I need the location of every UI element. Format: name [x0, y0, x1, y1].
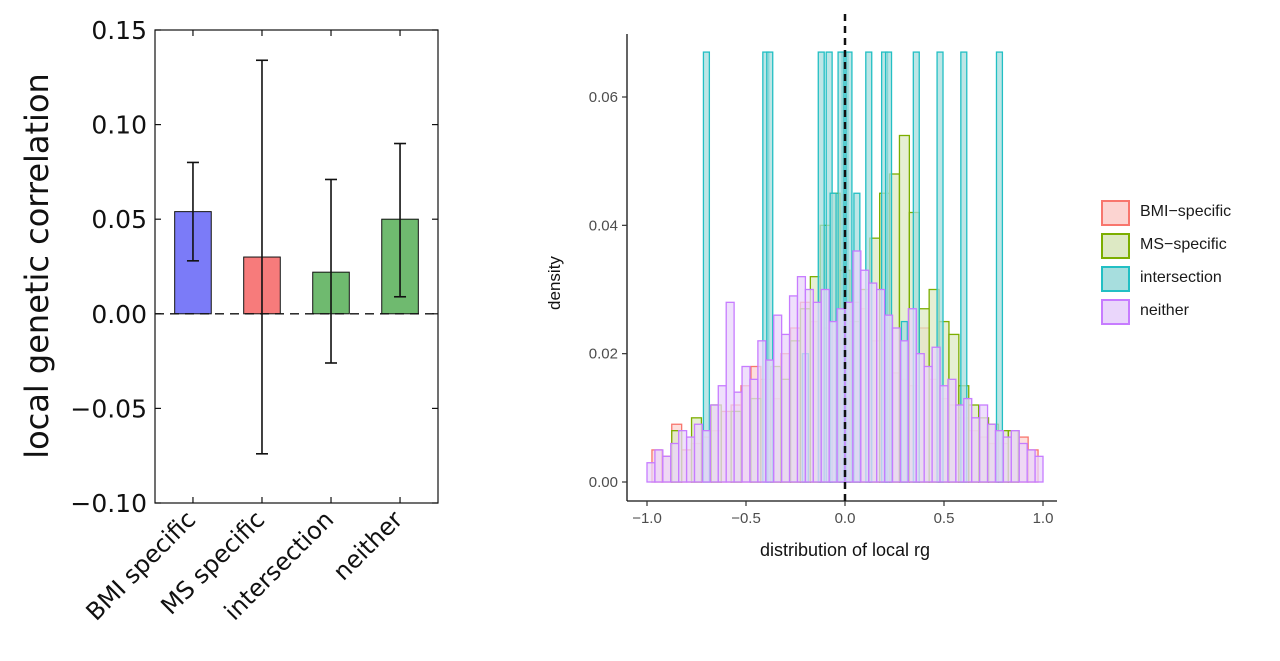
histogram-bar: [702, 51, 711, 483]
histogram-series-neither: [646, 250, 1044, 483]
left-x-tick-label: neither: [328, 505, 409, 586]
right-y-tick-label: 0.04: [589, 217, 618, 234]
histogram-bar: [709, 404, 719, 483]
histogram-bar: [915, 353, 925, 483]
histogram-bar: [654, 449, 664, 483]
histogram-bar: [836, 308, 846, 483]
histogram-bar: [868, 282, 878, 483]
histogram-bar: [685, 436, 696, 483]
histogram-series-intersection: [702, 51, 1004, 483]
histogram-bar: [1034, 455, 1044, 483]
histogram-legend: BMI−specific MS−specific intersection ne…: [1098, 196, 1280, 328]
right-plot-area: 0.00 0.02 0.04 0.06 −1.0 −0.5 0.0 0.5 1.0: [589, 14, 1057, 527]
histogram-bar: [883, 314, 894, 483]
legend-item-intersection: intersection: [1098, 262, 1280, 293]
right-x-tick-label: 1.0: [1033, 510, 1054, 527]
histogram-bar: [725, 301, 735, 483]
right-x-tick-label: 0.5: [934, 510, 955, 527]
histogram-bar: [955, 404, 965, 483]
histogram-bar: [1002, 436, 1012, 483]
histogram-bar: [741, 365, 751, 483]
right-histogram-chart: density 0.00 0.02 0.04 0.06 −1.0 −0.5 0.0 0.5 1.…: [545, 14, 1057, 560]
histogram-bar: [923, 365, 933, 483]
histogram-bar: [986, 423, 997, 483]
left-plot-frame: [154, 29, 439, 504]
histogram-bar: [860, 269, 870, 483]
histogram-bar: [994, 430, 1005, 483]
histogram-bar: [757, 340, 767, 483]
left-y-tick-label: 0.10: [91, 111, 147, 140]
histogram-bar: [947, 378, 957, 483]
right-y-tick-label: 0.00: [589, 474, 618, 491]
histogram-bar: [939, 385, 949, 483]
histogram-bar: [820, 288, 830, 483]
histogram-bar: [876, 288, 886, 483]
legend-label-neither: neither: [1140, 302, 1189, 319]
histogram-bar: [701, 430, 712, 483]
legend-item-bmi-specific: BMI−specific: [1098, 196, 1280, 227]
histogram-bar: [646, 462, 656, 483]
histogram-bar: [971, 417, 981, 483]
histogram-bar: [804, 288, 814, 483]
histogram-bar: [788, 295, 799, 483]
histogram-bar: [796, 276, 807, 483]
histogram-bar: [749, 378, 759, 483]
left-y-tick-label: −0.10: [70, 489, 147, 518]
histogram-bar: [891, 327, 902, 483]
histogram-bar: [852, 250, 862, 483]
legend-label-bmi-specific: BMI−specific: [1140, 203, 1232, 220]
left-y-tick-label: 0.00: [91, 300, 147, 329]
right-y-tick-label: 0.02: [589, 346, 618, 363]
left-y-axis-label: local genetic correlation: [18, 73, 56, 459]
legend-item-neither: neither: [1098, 295, 1280, 326]
histogram-bar: [1026, 449, 1036, 483]
histogram-bar: [899, 340, 910, 483]
histogram-bar: [1010, 430, 1020, 483]
legend-label-intersection: intersection: [1140, 269, 1222, 286]
right-x-tick-label: −0.5: [731, 510, 761, 527]
histogram-bar: [773, 314, 783, 483]
histogram-bar: [1018, 442, 1028, 483]
histogram-bar: [963, 397, 973, 483]
histogram-bar: [717, 385, 727, 483]
legend-swatch-bmi-specific: [1101, 200, 1130, 226]
left-y-tick-label: −0.05: [70, 394, 147, 423]
legend-swatch-intersection: [1101, 266, 1130, 292]
histogram-bar: [662, 455, 672, 483]
histogram-bar: [670, 442, 680, 483]
legend-swatch-ms-specific: [1101, 233, 1130, 259]
histogram-bar: [995, 51, 1004, 483]
right-x-axis-label: distribution of local rg: [760, 540, 930, 560]
histogram-bar: [907, 308, 917, 483]
histogram-bar: [780, 333, 791, 483]
right-x-tick-label: 0.0: [835, 510, 856, 527]
right-x-tick-label: −1.0: [632, 510, 662, 527]
histogram-bar: [812, 301, 822, 483]
legend-swatch-neither: [1101, 299, 1130, 325]
right-y-tick-label: 0.06: [589, 89, 618, 106]
right-y-axis-label: density: [545, 256, 564, 310]
histogram-bar: [733, 391, 743, 483]
histogram-bar: [931, 346, 941, 483]
histogram-bar: [693, 423, 704, 483]
histogram-bar: [678, 430, 688, 483]
legend-label-ms-specific: MS−specific: [1140, 236, 1227, 253]
legend-item-ms-specific: MS−specific: [1098, 229, 1280, 260]
histogram-bar: [765, 359, 775, 483]
left-y-tick-label: 0.05: [91, 205, 147, 234]
histogram-bar: [978, 404, 989, 483]
left-y-tick-label: 0.15: [91, 16, 147, 45]
histogram-bar: [828, 320, 838, 483]
left-bar-chart: local genetic correlation −0.10 −0.05 0.00…: [18, 16, 439, 626]
